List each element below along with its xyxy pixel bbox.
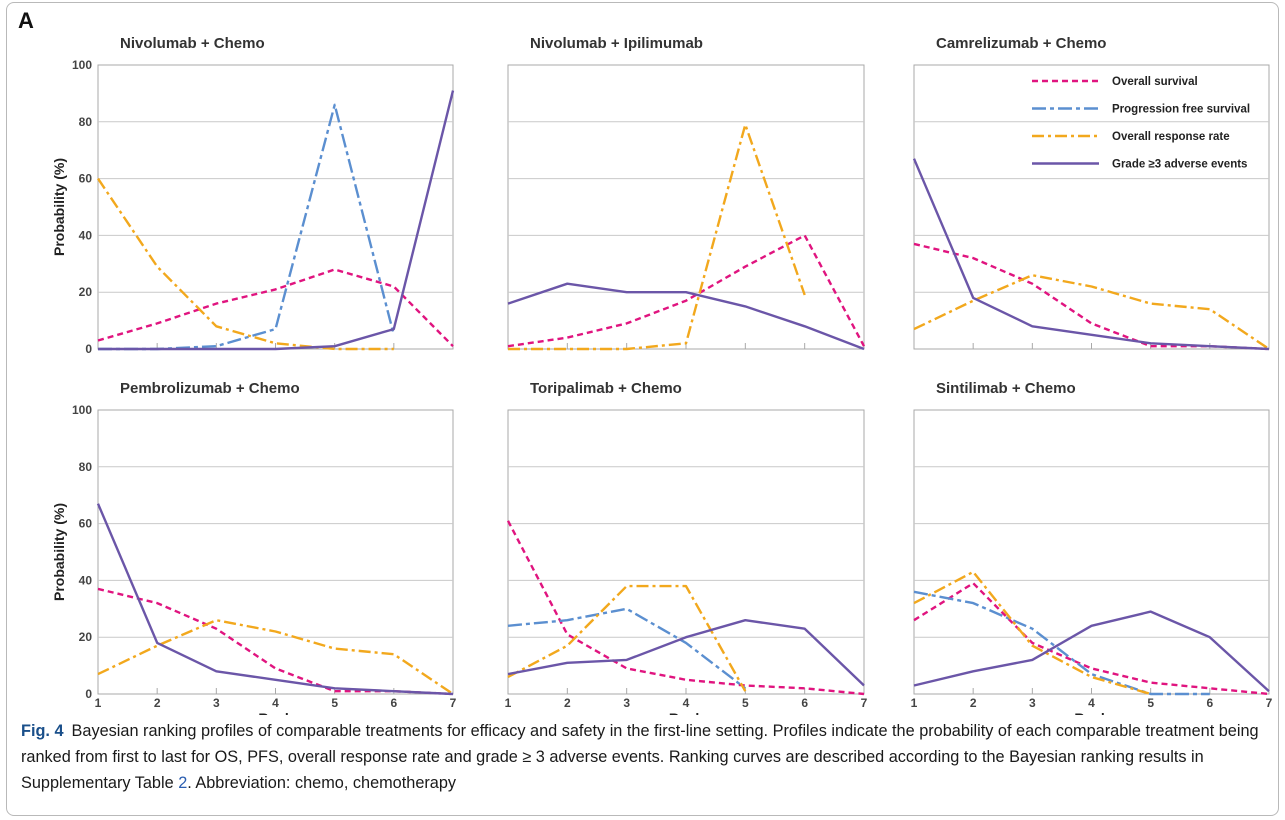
x-axis-label: Rank	[669, 710, 703, 715]
legend-label-pfs: Progression free survival	[1112, 104, 1250, 116]
x-tick-label: 4	[1088, 696, 1095, 710]
figure-number: Fig. 4	[21, 722, 64, 740]
series-line-orr	[913, 570, 1152, 696]
caption-text-end: . Abbreviation: chemo, chemotherapy	[187, 774, 457, 792]
x-tick-label: 6	[390, 696, 397, 710]
x-axis-label: Rank	[1074, 710, 1108, 715]
x-tick-label: 2	[154, 696, 161, 710]
series-line-ae	[913, 610, 1270, 693]
x-tick-label: 2	[970, 696, 977, 710]
chart-title: Camrelizumab + Chemo	[936, 35, 1106, 52]
y-tick-label: 80	[79, 115, 93, 129]
series-line-ae	[98, 90, 455, 351]
series-line-orr	[507, 584, 747, 692]
x-tick-label: 3	[1029, 696, 1036, 710]
plot-frame	[97, 409, 454, 695]
x-tick-label: 3	[213, 696, 220, 710]
x-tick-label: 5	[742, 696, 749, 710]
series-line-ae	[912, 158, 1270, 351]
plot-frame	[913, 409, 1270, 695]
y-tick-label: 0	[85, 342, 92, 356]
x-tick-label: 6	[801, 696, 808, 710]
figure-charts: Nivolumab + Chemo020406080100Probability…	[51, 35, 1273, 715]
x-tick-label: 1	[95, 696, 102, 710]
series-line-orr	[913, 274, 1270, 350]
chart-panel-4: Pembrolizumab + Chemo 0 20 40 60 80 100 Probabi…	[51, 380, 457, 715]
series-line-os	[97, 268, 454, 348]
chart-title: Toripalimab + Chemo	[530, 380, 682, 397]
chart-title: Pembrolizumab + Chemo	[120, 380, 300, 397]
series-line-pfs	[507, 607, 747, 690]
figure-frame	[6, 2, 1279, 816]
x-tick-label: 4	[272, 696, 279, 710]
x-tick-label: 7	[450, 696, 457, 710]
y-axis-label: Probability (%)	[51, 158, 67, 256]
series-line-orr	[97, 177, 394, 351]
series-line-pfs	[98, 103, 395, 351]
figure-caption: Fig. 4 Bayesian ranking profiles of compa…	[21, 718, 1266, 796]
chart-panel-5: Toripalimab + Chemo 1 2 3 4 5 6 7 Rank	[505, 380, 868, 715]
series-line-os	[506, 520, 865, 696]
chart-panel-2: Nivolumab + Ipilimumab	[507, 35, 866, 351]
caption-text: Bayesian ranking profiles of comparable …	[21, 722, 1259, 792]
y-tick-label: 100	[72, 403, 92, 417]
series-line-os	[913, 242, 1270, 351]
x-tick-label: 7	[1266, 696, 1273, 710]
chart-panel-3: Camrelizumab + Chemo Overall survival Prog…	[912, 35, 1270, 351]
x-tick-label: 6	[1206, 696, 1213, 710]
chart-title: Nivolumab + Chemo	[120, 35, 265, 52]
legend-label-os: Overall survival	[1112, 76, 1198, 88]
series-line-ae	[96, 503, 454, 696]
y-tick-label: 20	[79, 630, 93, 644]
x-tick-label: 1	[505, 696, 512, 710]
supplementary-table-link[interactable]: 2	[178, 774, 188, 792]
y-tick-label: 60	[79, 172, 93, 186]
series-line-os	[97, 587, 454, 696]
x-tick-label: 4	[683, 696, 690, 710]
series-line-orr	[97, 619, 454, 695]
y-tick-label: 0	[85, 687, 92, 701]
series-line-orr	[508, 123, 806, 351]
series-line-ae	[507, 282, 865, 351]
legend-label-ae: Grade ≥3 adverse events	[1112, 159, 1247, 171]
x-tick-label: 7	[861, 696, 868, 710]
x-tick-label: 5	[331, 696, 338, 710]
x-tick-label: 3	[623, 696, 630, 710]
plot-frame	[507, 409, 865, 695]
panel-label: A	[18, 8, 34, 33]
y-tick-label: 20	[79, 285, 93, 299]
y-tick-label: 40	[79, 228, 93, 242]
x-tick-label: 1	[911, 696, 918, 710]
series-line-pfs	[913, 590, 1210, 696]
chart-panel-6: Sintilimab + Chemo 1 2 3 4 5 6 7 Rank	[911, 380, 1273, 715]
y-tick-label: 40	[79, 573, 93, 587]
chart-legend: Overall survival Progression free surviva…	[1032, 76, 1250, 171]
series-line-ae	[507, 619, 865, 687]
chart-panel-1: Nivolumab + Chemo 0 20 40 60 80 100 Probability…	[51, 35, 455, 356]
y-tick-label: 80	[79, 460, 93, 474]
series-line-os	[913, 582, 1270, 696]
y-tick-label: 60	[79, 517, 93, 531]
x-axis-label: Rank	[258, 710, 292, 715]
y-tick-label: 100	[72, 58, 92, 72]
chart-title: Sintilimab + Chemo	[936, 380, 1076, 397]
x-tick-label: 2	[564, 696, 571, 710]
series-line-os	[507, 234, 866, 348]
legend-label-orr: Overall response rate	[1112, 131, 1230, 143]
chart-title: Nivolumab + Ipilimumab	[530, 35, 703, 52]
x-tick-label: 5	[1147, 696, 1154, 710]
y-axis-label: Probability (%)	[51, 503, 67, 601]
plot-frame	[507, 64, 865, 350]
